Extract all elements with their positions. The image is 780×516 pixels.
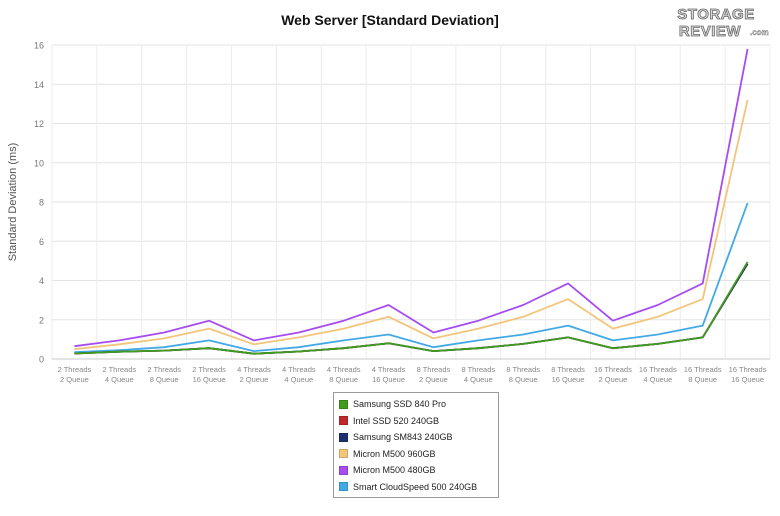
legend-swatch bbox=[339, 449, 348, 459]
legend-label: Micron M500 960GB bbox=[353, 448, 436, 459]
x-tick-label: 16 Threads 8 Queue bbox=[684, 365, 722, 384]
legend-item: Samsung SM843 240GB bbox=[339, 429, 493, 446]
x-tick-label: 8 Threads 8 Queue bbox=[506, 365, 540, 384]
x-tick-label: 4 Threads 16 Queue bbox=[372, 365, 406, 384]
legend-item: Smart CloudSpeed 500 240GB bbox=[339, 479, 493, 496]
legend-swatch bbox=[339, 432, 348, 442]
y-tick-label: 16 bbox=[34, 41, 44, 51]
y-tick-label: 12 bbox=[34, 119, 44, 129]
series-line-4 bbox=[74, 99, 749, 351]
y-axis-label: Standard Deviation (ms) bbox=[7, 143, 19, 262]
chart-legend: Samsung SSD 840 Pro Intel SSD 520 240GB Sa… bbox=[333, 392, 499, 498]
svg-text:.com: .com bbox=[750, 28, 769, 37]
series-line-1 bbox=[74, 261, 749, 355]
legend-label: Micron M500 480GB bbox=[353, 465, 436, 476]
legend-item: Samsung SSD 840 Pro bbox=[339, 396, 493, 413]
legend-item: Micron M500 480GB bbox=[339, 462, 493, 479]
x-tick-label: 8 Threads 2 Queue bbox=[417, 365, 451, 384]
x-tick-label: 2 Threads 16 Queue bbox=[192, 365, 226, 384]
line-chart: 0 2 4 6 8 10 12 14 16 2 Threads 2 Queue 2 Threads 4 … bbox=[7, 41, 771, 384]
legend-label: Samsung SSD 840 Pro bbox=[353, 399, 447, 410]
y-tick-label: 10 bbox=[34, 158, 44, 168]
x-tick-label: 8 Threads 16 Queue bbox=[551, 365, 585, 384]
legend-swatch bbox=[339, 482, 348, 492]
legend-item: Intel SSD 520 240GB bbox=[339, 413, 493, 430]
legend-swatch bbox=[339, 465, 348, 475]
x-tick-label: 2 Threads 4 Queue bbox=[102, 365, 136, 384]
y-tick-label: 0 bbox=[39, 355, 44, 365]
x-tick-label: 16 Threads 2 Queue bbox=[594, 365, 632, 384]
legend-swatch bbox=[339, 399, 348, 409]
x-tick-label: 16 Threads 4 Queue bbox=[639, 365, 677, 384]
x-tick-label: 2 Threads 2 Queue bbox=[58, 365, 92, 384]
svg-text:REVIEW: REVIEW bbox=[679, 23, 742, 40]
legend-label: Intel SSD 520 240GB bbox=[353, 415, 440, 426]
legend-label: Smart CloudSpeed 500 240GB bbox=[353, 481, 478, 492]
legend-label: Samsung SM843 240GB bbox=[353, 432, 453, 443]
y-tick-label: 4 bbox=[39, 276, 44, 286]
legend-swatch bbox=[339, 416, 348, 426]
x-tick-label: 2 Threads 8 Queue bbox=[147, 365, 181, 384]
y-tick-label: 2 bbox=[39, 315, 44, 325]
y-tick-label: 6 bbox=[39, 237, 44, 247]
x-tick-label: 4 Threads 8 Queue bbox=[327, 365, 361, 384]
storagereview-logo: STORAGE REVIEW .com bbox=[677, 6, 769, 40]
x-tick-label: 4 Threads 4 Queue bbox=[282, 365, 316, 384]
x-tick-label: 8 Threads 4 Queue bbox=[461, 365, 495, 384]
series-line-5 bbox=[74, 48, 749, 348]
y-tick-label: 8 bbox=[39, 198, 44, 208]
x-tick-label: 4 Threads 2 Queue bbox=[237, 365, 271, 384]
svg-text:STORAGE: STORAGE bbox=[677, 6, 754, 23]
series-line-6 bbox=[74, 202, 749, 353]
legend-item: Micron M500 960GB bbox=[339, 446, 493, 463]
x-tick-label: 16 Threads 16 Queue bbox=[729, 365, 767, 384]
y-tick-label: 14 bbox=[34, 80, 44, 90]
chart-title: Web Server [Standard Deviation] bbox=[281, 12, 499, 28]
